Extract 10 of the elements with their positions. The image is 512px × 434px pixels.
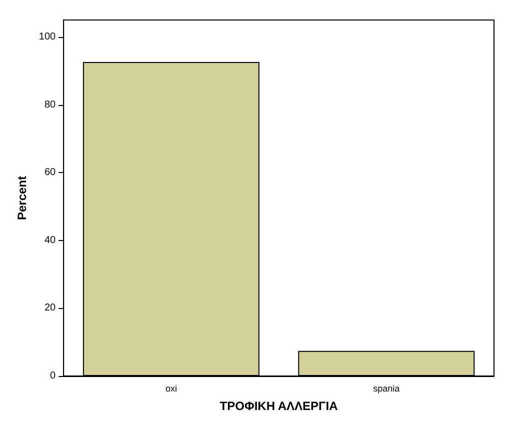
x-tick-label: oxi [165,384,177,394]
y-tick-label: 20 [44,302,56,314]
y-tick-label: 100 [38,31,56,42]
y-axis-title: Percent [15,176,29,220]
x-axis-title: ΤΡΟΦΙΚΗ ΑΛΛΕΡΓΙΑ [220,399,338,413]
y-tick-label: 0 [50,370,56,382]
y-tick-label: 60 [44,167,56,178]
y-tick-label: 40 [44,234,56,246]
y-tick-label: 80 [44,99,56,110]
x-tick-label: spania [373,384,400,394]
